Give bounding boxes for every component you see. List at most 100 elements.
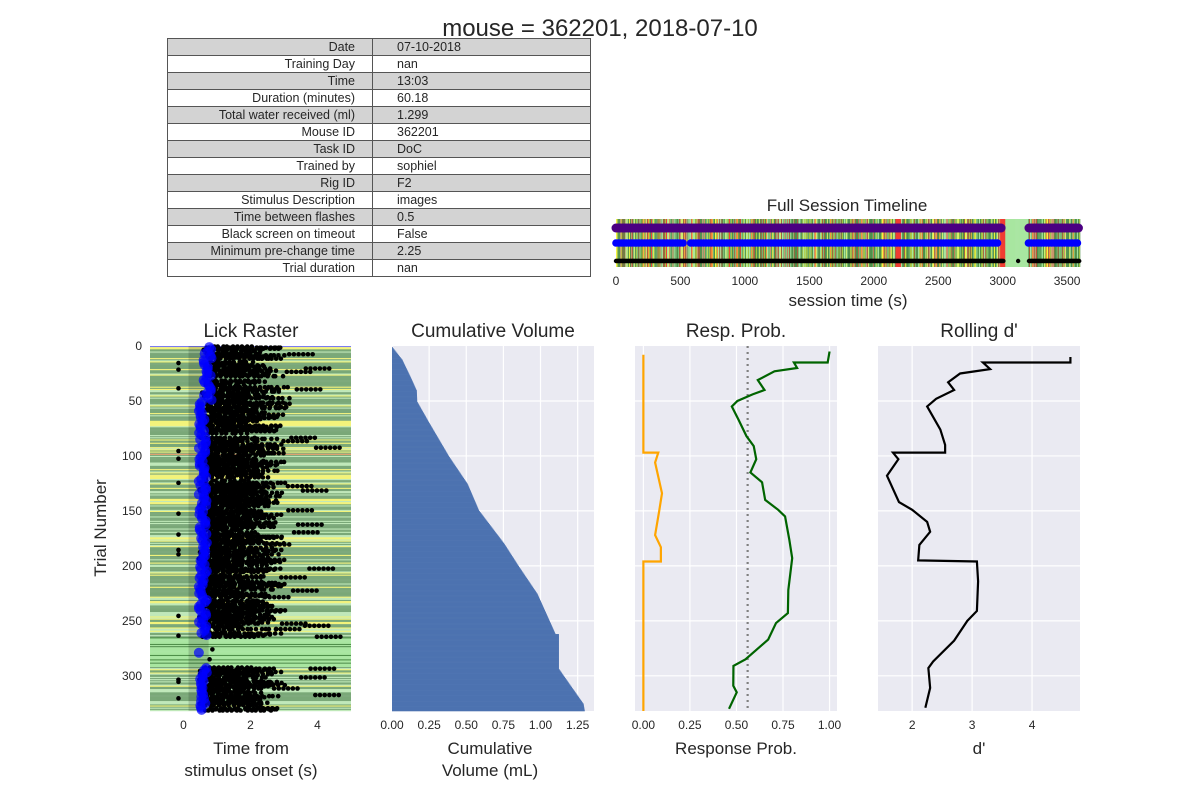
timeline-epoch <box>1018 219 1020 267</box>
timeline-epoch <box>1015 219 1016 267</box>
timeline-epoch <box>1012 219 1014 267</box>
lick-dot <box>274 500 280 505</box>
lick-dot <box>272 346 277 352</box>
lick-dot <box>293 369 299 375</box>
y-tick-label: 0 <box>135 339 142 353</box>
lick-dot <box>299 387 304 392</box>
lick-dot <box>304 508 310 513</box>
lick-dot <box>310 530 316 535</box>
lick-dot <box>299 483 305 489</box>
trial-background <box>150 660 351 662</box>
x-tick-label: 2 <box>247 718 254 732</box>
lick-dot <box>271 484 276 490</box>
lick-dot <box>273 493 279 499</box>
lick-dot <box>265 373 270 379</box>
lick-dot <box>262 594 268 600</box>
lick-dot <box>299 438 305 444</box>
trial-background <box>150 678 351 680</box>
lick-dot <box>247 594 253 600</box>
lick-dot <box>308 387 314 392</box>
trial-background <box>150 640 351 642</box>
lick-dot <box>290 588 296 593</box>
lick-dot <box>214 431 219 436</box>
timeline-epoch <box>1021 219 1023 267</box>
lick-dot <box>282 405 288 411</box>
lick-dot <box>294 387 300 392</box>
lick-dot <box>271 353 277 358</box>
lick-dot <box>253 395 259 401</box>
trial-background <box>150 361 351 363</box>
lick-dot <box>223 373 229 379</box>
lick-dot <box>254 419 260 424</box>
lick-dot <box>280 446 286 452</box>
lick-dot <box>277 493 282 499</box>
lick-dot <box>266 484 271 490</box>
lick-dot <box>273 356 279 361</box>
lick-dot <box>277 542 283 547</box>
trial-background <box>150 377 351 380</box>
lick-dot <box>282 608 288 613</box>
lick-dot <box>325 566 331 571</box>
lick-dot <box>270 587 275 592</box>
lick-dot <box>256 379 262 385</box>
lick-dot <box>279 490 285 496</box>
trial-background <box>150 656 351 658</box>
lick-dot <box>263 389 269 394</box>
lick-dot <box>271 500 277 505</box>
lick-dot <box>332 445 338 450</box>
y-tick-label: 150 <box>122 504 142 518</box>
lick-dot <box>313 445 319 450</box>
lick-dot <box>271 450 277 456</box>
timeline-epoch <box>1022 219 1024 267</box>
lick-dot <box>264 583 270 589</box>
lick-dot <box>261 515 267 521</box>
timeline-xlabel: session time (s) <box>788 291 907 310</box>
lick-dot <box>280 373 286 379</box>
trial-background <box>150 689 351 691</box>
lick-dot <box>278 512 284 518</box>
timeout-band <box>1000 219 1006 267</box>
lick-dot <box>261 569 266 575</box>
trial-background <box>150 679 351 681</box>
lick-dot <box>285 384 290 390</box>
lick-dot <box>315 530 320 535</box>
lick-dot <box>266 415 272 421</box>
lick-dot <box>295 588 301 593</box>
lick-dot <box>269 356 274 361</box>
timeline-epoch <box>1012 219 1014 267</box>
lick-dot <box>274 436 280 442</box>
timeline-epoch <box>1010 219 1012 267</box>
timeline-epoch <box>1014 219 1015 267</box>
lick-dot <box>252 475 258 480</box>
x-tick-label: 3000 <box>989 274 1016 288</box>
lick-dot <box>297 575 303 580</box>
lick-dot <box>272 373 278 379</box>
lick-dot <box>277 609 283 614</box>
trial-background <box>150 436 351 438</box>
lick-dot <box>1001 258 1006 264</box>
lick-dot <box>265 503 271 509</box>
lick-dot <box>261 453 267 458</box>
lick-dot <box>322 366 327 371</box>
stimulus-dot <box>996 223 1006 233</box>
lick-dot <box>247 402 253 408</box>
lick-dot <box>261 587 267 592</box>
lick-dot <box>265 475 271 480</box>
lick-dot <box>273 462 278 468</box>
lick-dot <box>242 587 247 592</box>
lick-dot <box>271 515 277 521</box>
lick-dot <box>277 559 283 565</box>
lick-dot <box>286 542 292 547</box>
x-tick-label: 1000 <box>732 274 759 288</box>
lick-dot <box>278 480 284 486</box>
lick-dot <box>307 369 313 375</box>
reward-dot <box>1073 239 1082 247</box>
trial-background <box>150 591 351 593</box>
lick-dot <box>260 465 266 470</box>
lick-dot <box>317 387 323 392</box>
lick-dot <box>281 450 286 456</box>
lick-dot <box>249 428 255 434</box>
lick-dot <box>312 435 318 441</box>
timeline-epoch <box>1009 219 1011 267</box>
lick-dot <box>298 369 304 375</box>
